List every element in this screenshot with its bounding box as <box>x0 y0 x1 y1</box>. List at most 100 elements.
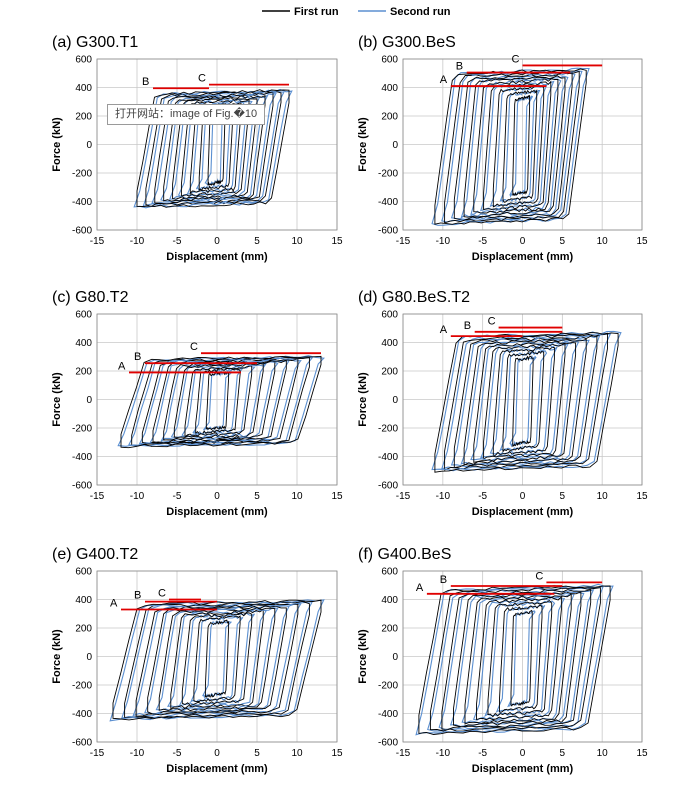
first-run-loop <box>152 359 287 444</box>
x-tick-label: -15 <box>396 491 411 502</box>
legend-second-run-label: Second run <box>390 6 451 18</box>
x-tick-label: 5 <box>254 236 260 247</box>
y-tick-label: -400 <box>378 452 398 463</box>
first-run-loop <box>184 364 253 438</box>
y-tick-label: 200 <box>75 112 92 123</box>
marker-label-a: A <box>118 360 126 372</box>
y-axis-label: Force (kN) <box>51 372 63 427</box>
first-run-loop <box>502 89 538 203</box>
x-tick-label: -15 <box>396 236 411 247</box>
y-tick-label: 600 <box>75 567 92 578</box>
y-tick-label: 0 <box>86 140 92 151</box>
x-tick-label: 5 <box>560 491 566 502</box>
x-tick-label: -5 <box>478 236 487 247</box>
plot-frame <box>96 58 338 231</box>
panel-3: (c) G80.T2 -600 -400 -200 0 200 400 600 -15 -10 -5… <box>51 289 343 518</box>
first-run-loop <box>512 355 534 447</box>
x-tick-label: -15 <box>90 748 105 759</box>
x-tick-label: 0 <box>520 491 526 502</box>
second-run-loop <box>181 365 256 438</box>
plot-frame <box>96 313 338 486</box>
y-axis-label: Force (kN) <box>357 117 369 172</box>
y-tick-label: -200 <box>72 169 92 180</box>
y-tick-label: 600 <box>381 310 398 321</box>
first-run-loop <box>205 370 230 431</box>
x-tick-label: 10 <box>597 491 609 502</box>
first-run-loop <box>483 342 566 461</box>
x-tick-label: -15 <box>396 748 411 759</box>
first-run-loop <box>463 75 566 218</box>
x-tick-label: 15 <box>636 491 648 502</box>
y-tick-label: -600 <box>378 226 398 237</box>
x-tick-label: 10 <box>291 491 303 502</box>
first-run-loop <box>464 593 572 725</box>
second-run-loop <box>117 355 325 447</box>
first-run-loop <box>204 619 230 698</box>
marker-label-a: A <box>110 597 118 609</box>
x-tick-label: 5 <box>560 236 566 247</box>
first-run-loop <box>154 92 274 205</box>
y-tick-label: 200 <box>381 367 398 378</box>
plot-frame <box>402 58 643 231</box>
panel-title: (c) G80.T2 <box>52 289 129 306</box>
marker-label-b: B <box>456 61 463 73</box>
x-axis-label: Displacement (mm) <box>166 763 268 775</box>
y-tick-label: -200 <box>72 424 92 435</box>
y-tick-label: -400 <box>72 452 92 463</box>
second-run-loop <box>460 75 569 220</box>
first-run-loop <box>487 600 553 718</box>
y-tick-label: 0 <box>392 652 398 663</box>
second-run-loop <box>489 346 558 455</box>
marker-label-c: C <box>190 341 198 353</box>
x-axis-label: Displacement (mm) <box>472 763 574 775</box>
first-run-loop <box>502 349 545 453</box>
first-run-loop <box>145 90 282 207</box>
x-tick-label: 15 <box>331 236 343 247</box>
y-tick-label: 200 <box>381 112 398 123</box>
marker-label-a: A <box>440 74 448 86</box>
x-tick-label: 0 <box>520 748 526 759</box>
x-tick-label: 0 <box>214 748 220 759</box>
second-run-loop <box>509 354 537 448</box>
x-tick-label: 15 <box>331 748 343 759</box>
legend: First run Second run <box>262 6 451 18</box>
x-axis-label: Displacement (mm) <box>472 506 574 518</box>
x-tick-label: 15 <box>636 236 648 247</box>
x-tick-label: 5 <box>254 748 260 759</box>
legend-first-run-label: First run <box>294 6 339 18</box>
x-tick-label: -10 <box>130 491 145 502</box>
y-tick-label: 200 <box>75 624 92 635</box>
series-group <box>415 583 614 736</box>
y-tick-label: -400 <box>378 709 398 720</box>
second-run-loop <box>202 620 232 699</box>
marker-label-b: B <box>464 320 471 332</box>
marker-label-b: B <box>134 351 141 363</box>
x-tick-label: -10 <box>130 236 145 247</box>
first-run-loop <box>499 604 543 713</box>
x-axis-label: Displacement (mm) <box>166 506 268 518</box>
y-axis-label: Force (kN) <box>51 629 63 684</box>
second-run-loop <box>133 88 293 209</box>
first-run-loop <box>512 95 531 197</box>
plot-frame <box>96 570 338 743</box>
marker-label-b: B <box>134 590 141 602</box>
first-run-loop <box>429 587 601 732</box>
first-run-loop <box>195 367 241 435</box>
first-run-loop <box>173 362 264 439</box>
first-run-loop <box>136 89 290 208</box>
panel-6: (f) G400.BeS -600 -400 -200 0 200 400 600 -15 -10… <box>357 546 648 775</box>
panel-1: (a) G300.T1 -600 -400 -200 0 200 400 600 -15 -10 -… <box>51 34 343 263</box>
marker-label-c: C <box>158 588 166 600</box>
panel-title: (d) G80.BeS.T2 <box>358 289 470 306</box>
first-run-loop <box>131 356 310 447</box>
image-tooltip: 打开网站：image of Fig.�10 <box>107 104 266 125</box>
x-tick-label: -10 <box>436 236 451 247</box>
x-tick-label: 5 <box>560 748 566 759</box>
panel-2: (b) G300.BeS -600 -400 -200 0 200 400 600 -15 -10… <box>357 34 648 263</box>
second-run-loop <box>479 80 555 212</box>
second-run-loop <box>170 363 267 439</box>
first-run-loop <box>418 585 611 735</box>
first-run-loop <box>181 612 253 706</box>
x-tick-label: 10 <box>291 748 303 759</box>
x-tick-label: -15 <box>90 236 105 247</box>
